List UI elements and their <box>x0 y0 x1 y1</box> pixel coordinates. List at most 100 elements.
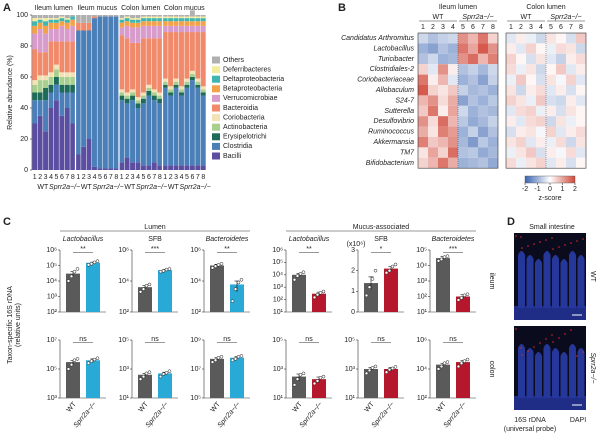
legend-swatch <box>212 114 220 122</box>
heat-cell <box>438 95 448 106</box>
data-point <box>292 277 297 282</box>
sample-label: 4 <box>136 174 140 181</box>
y-tick-label: 10⁵ <box>344 337 355 344</box>
bacteria-signal <box>533 243 535 245</box>
bar-segment <box>70 19 76 26</box>
significance: ns <box>377 336 385 343</box>
column-label: 2 <box>431 24 435 31</box>
heat-cell <box>566 43 576 54</box>
legend-swatch <box>212 85 220 93</box>
image-row-label: Sprr2a−/− <box>589 352 596 383</box>
heat-cell <box>458 157 468 169</box>
heat-cell <box>468 157 478 169</box>
heat-cell <box>536 53 546 65</box>
bar-segment <box>37 19 43 23</box>
data-point <box>387 367 392 372</box>
data-point <box>315 292 320 297</box>
legend-label: Coriobacteria <box>223 114 265 121</box>
heat-cell <box>428 85 438 96</box>
bar-segment <box>53 64 59 70</box>
heat-cell <box>488 74 498 85</box>
bar-segment <box>119 18 125 20</box>
bar-segment <box>157 18 163 22</box>
sample-label: 6 <box>147 174 151 181</box>
data-point <box>216 263 221 267</box>
bar-segment <box>92 15 97 17</box>
data-point <box>295 274 300 278</box>
heat-cell <box>418 105 428 117</box>
panel-letter: C <box>3 216 11 228</box>
bar-segment <box>81 146 87 170</box>
bar-segment <box>48 28 54 42</box>
heat-cell <box>556 43 566 54</box>
heat-cell <box>458 85 468 96</box>
x-tick-label: WT <box>138 400 151 413</box>
bar-segment <box>70 77 76 85</box>
bar-segment <box>59 72 65 77</box>
bar-segment <box>53 15 59 19</box>
bar-segment <box>168 32 174 87</box>
bar-segment <box>59 18 65 22</box>
row-label: Desulfovibrio <box>374 118 415 125</box>
heat-cell <box>468 95 478 106</box>
bar-segment <box>70 15 76 17</box>
heat-cell <box>428 33 438 44</box>
bacteria-signal <box>564 333 566 335</box>
bar-segment <box>146 84 152 88</box>
legend-swatch <box>212 56 220 64</box>
bar-segment <box>195 84 201 88</box>
sample-label: 5 <box>55 174 59 181</box>
bar-segment <box>124 95 130 99</box>
bar-segment <box>135 22 141 28</box>
heat-cell <box>576 33 586 44</box>
bar-segment <box>37 18 43 20</box>
bacteria-signal <box>521 247 523 249</box>
data-point <box>321 289 326 294</box>
heat-cell <box>526 64 536 75</box>
heat-cell <box>566 105 576 117</box>
sample-label: 5 <box>98 174 102 181</box>
heat-cell <box>506 137 516 148</box>
heat-cell <box>526 53 536 65</box>
heat-cell <box>428 126 438 137</box>
bar-segment <box>48 41 54 73</box>
villus <box>560 352 568 398</box>
heat-cell <box>428 147 438 158</box>
data-point <box>236 354 241 359</box>
bar-segment <box>53 41 59 65</box>
data-point <box>86 361 91 365</box>
data-point <box>144 283 149 288</box>
villus <box>577 348 585 398</box>
y-tick-label: 10³ <box>273 366 284 373</box>
data-point <box>219 261 224 266</box>
bar-segment <box>146 25 152 39</box>
heat-cell <box>488 147 498 158</box>
row-label: Clostridiales-2 <box>370 66 414 73</box>
data-point <box>393 262 398 267</box>
heat-cell <box>478 105 488 117</box>
bar-segment <box>43 33 49 53</box>
sample-label: 5 <box>185 174 189 181</box>
bar-segment <box>64 108 70 170</box>
bar-segment <box>189 70 195 74</box>
heat-cell <box>576 116 586 127</box>
bar-segment <box>146 87 152 91</box>
y-tick-label: 3 <box>351 247 355 254</box>
data-point <box>456 298 461 302</box>
data-point <box>216 355 221 360</box>
bar-segment <box>32 49 38 81</box>
data-point <box>92 260 97 265</box>
significance: * <box>380 246 383 253</box>
bar-segment <box>189 73 195 77</box>
bar-segment <box>59 16 65 19</box>
heat-cell <box>546 126 556 137</box>
bar-segment <box>97 168 103 170</box>
heat-cell <box>566 157 576 169</box>
data-point <box>301 371 306 376</box>
legend-swatch <box>212 142 220 150</box>
bar-segment <box>189 77 195 81</box>
x-tick-label: WT <box>66 400 79 413</box>
heat-cell <box>566 116 576 127</box>
heat-cell <box>546 53 556 65</box>
data-point <box>373 364 378 369</box>
